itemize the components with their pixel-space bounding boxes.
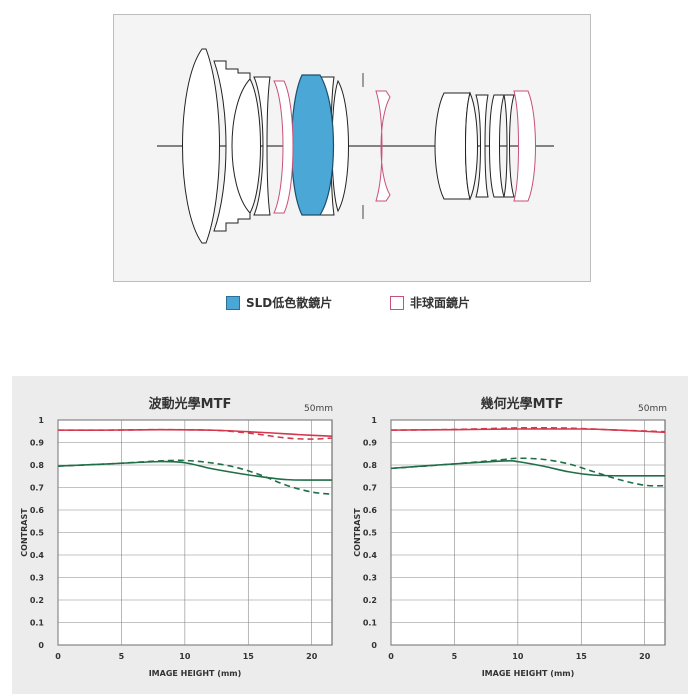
x-tick-label: 15 xyxy=(576,652,588,661)
series-line-green-dashed xyxy=(390,457,666,487)
legend-aspherical-label: 非球面鏡片 xyxy=(410,296,471,310)
y-tick-label: 0.9 xyxy=(30,439,45,448)
y-tick-label: 0.2 xyxy=(363,596,377,605)
y-tick-label: 0.6 xyxy=(30,506,45,515)
y-tick-label: 1 xyxy=(371,416,377,425)
lens-element-11 xyxy=(475,94,489,198)
legend-sld: SLD低色散鏡片 xyxy=(226,294,332,311)
aspherical-lens-element-1 xyxy=(273,80,294,214)
aspherical-lens-element-2 xyxy=(375,90,391,202)
y-tick-label: 0.4 xyxy=(30,551,45,560)
x-axis-label: IMAGE HEIGHT (mm) xyxy=(482,669,575,678)
lens-element-3 xyxy=(231,78,261,214)
lens-element-9 xyxy=(434,92,471,200)
y-tick-label: 0.8 xyxy=(30,461,45,470)
y-tick-label: 0 xyxy=(371,641,377,650)
lens-element-1 xyxy=(182,48,220,244)
x-tick-label: 10 xyxy=(179,652,191,661)
y-tick-label: 0.6 xyxy=(363,506,378,515)
y-axis-label: CONTRAST xyxy=(20,508,29,557)
y-tick-label: 0.2 xyxy=(30,596,44,605)
y-tick-label: 0 xyxy=(38,641,44,650)
chart-title-geometric: 幾何光學MTF xyxy=(480,397,564,412)
chart-focal-geometric: 50mm xyxy=(638,404,667,414)
aspherical-lens-element-3 xyxy=(513,90,536,202)
y-tick-label: 0.7 xyxy=(363,484,377,493)
series-line-red-dashed xyxy=(57,428,333,440)
x-tick-label: 5 xyxy=(452,652,458,661)
legend-aspherical-swatch xyxy=(390,295,404,310)
x-axis-label: IMAGE HEIGHT (mm) xyxy=(149,669,242,678)
y-tick-label: 0.3 xyxy=(363,574,377,583)
y-tick-label: 0.7 xyxy=(30,484,44,493)
x-tick-label: 20 xyxy=(639,652,651,661)
y-axis-label: CONTRAST xyxy=(353,508,362,557)
mtf-chart-geometric: 00.10.20.30.40.50.60.70.80.910 5 10 15 20IMA… xyxy=(353,416,666,678)
x-tick-label: 20 xyxy=(306,652,318,661)
lens-element-10 xyxy=(465,91,478,201)
y-tick-label: 0.5 xyxy=(363,529,378,538)
x-tick-label: 0 xyxy=(55,652,61,661)
y-tick-label: 0.1 xyxy=(30,619,45,628)
y-tick-label: 1 xyxy=(38,416,44,425)
legend-aspherical: 非球面鏡片 xyxy=(390,294,470,311)
y-tick-label: 0.3 xyxy=(30,574,44,583)
mtf-chart-wave: 00.10.20.30.40.50.60.70.80.910 5 10 15 20IMA… xyxy=(20,416,333,678)
y-tick-label: 0.4 xyxy=(363,551,378,560)
series-line-green-dashed xyxy=(57,459,333,496)
series-line-green-solid xyxy=(57,460,333,481)
x-tick-label: 5 xyxy=(119,652,125,661)
legend-sld-swatch xyxy=(226,295,240,310)
y-tick-label: 0.1 xyxy=(363,619,378,628)
lens-element-7 xyxy=(331,79,349,213)
sld-lens-element xyxy=(290,74,335,216)
legend-sld-label: SLD低色散鏡片 xyxy=(246,296,333,310)
y-tick-label: 0.9 xyxy=(363,439,378,448)
x-tick-label: 0 xyxy=(388,652,394,661)
lens-diagram-panel xyxy=(113,14,591,282)
x-tick-label: 10 xyxy=(512,652,524,661)
series-line-red-dashed xyxy=(390,426,666,433)
chart-title-wave: 波動光學MTF xyxy=(148,397,232,412)
lens-element-13 xyxy=(503,94,515,198)
y-tick-label: 0.8 xyxy=(363,461,378,470)
y-tick-label: 0.5 xyxy=(30,529,45,538)
x-tick-label: 15 xyxy=(243,652,255,661)
lens-element-4 xyxy=(253,76,271,216)
lens-diagram xyxy=(157,48,554,244)
chart-focal-wave: 50mm xyxy=(304,404,333,414)
